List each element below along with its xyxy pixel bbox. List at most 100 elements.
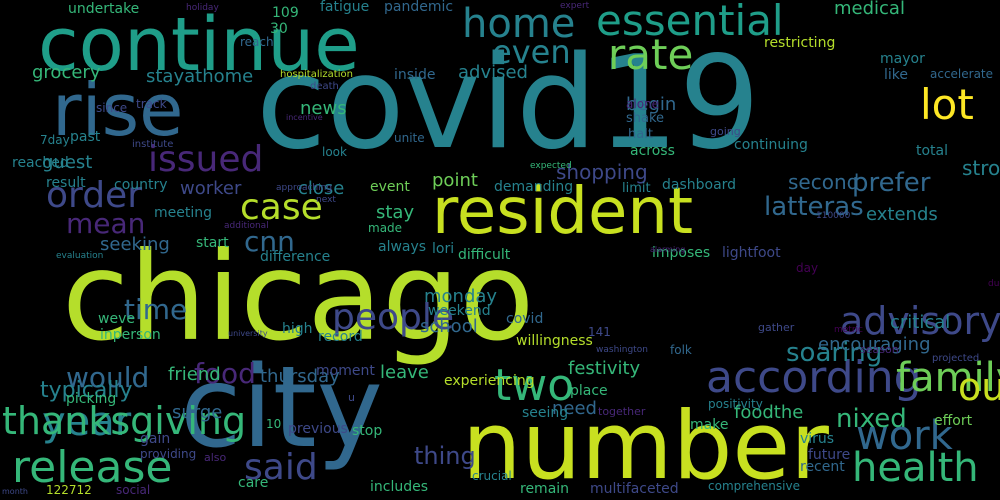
word-comprehensive: comprehensive (708, 479, 800, 493)
word-advised: advised (458, 62, 528, 83)
word-food: food (194, 357, 256, 390)
word-city: city (180, 343, 383, 473)
word-across: across (630, 143, 675, 159)
word-10: 10 (266, 417, 282, 431)
word-even: even (492, 33, 571, 71)
word-109: 109 (272, 5, 299, 21)
word-reached: reached (12, 155, 69, 171)
word-previous: previous (288, 421, 348, 437)
word-weekend: weekend (428, 303, 491, 319)
word-friend: friend (168, 364, 221, 385)
word-high: high (282, 321, 313, 337)
word-virus: virus (800, 431, 835, 447)
word-going: going (710, 125, 741, 138)
word-nixed: nixed (836, 404, 907, 434)
word-continuing: continuing (734, 137, 808, 153)
word-recent: recent (800, 459, 845, 475)
word-begin: begin (626, 94, 677, 115)
word-latteras: latteras (764, 192, 864, 222)
word-alone: alone (626, 97, 660, 111)
word-two: two (494, 360, 575, 411)
word-record: record (318, 329, 363, 345)
word-lori: lori (432, 241, 455, 257)
word-reach: reach (240, 35, 274, 49)
word-like: like (884, 67, 909, 83)
word-undertake: undertake (68, 1, 140, 17)
word-shopping: shopping (556, 160, 648, 184)
word-point: point (432, 170, 478, 191)
word-order: order (46, 175, 142, 216)
word-gather: gather (758, 321, 795, 334)
word-chicago: chicago (62, 226, 535, 368)
word-holiday: holiday (186, 3, 219, 13)
word-includes: includes (370, 479, 429, 495)
word-total: total (916, 143, 949, 159)
word-made: made (368, 221, 403, 235)
word-141: 141 (588, 325, 611, 339)
word-mean: mean (66, 207, 146, 240)
word-weve: weve (98, 311, 135, 327)
word-crucial: crucial (472, 469, 512, 483)
word-projected: projected (932, 353, 980, 364)
word-death: death (310, 81, 339, 92)
word-year: year (42, 399, 132, 445)
word-close: close (298, 178, 345, 199)
word-country: country (114, 177, 168, 193)
word-mayor: mayor (880, 51, 925, 67)
word-typically: typically (40, 378, 133, 403)
word-rise: rise (52, 68, 184, 152)
word-7day: 7day (40, 133, 70, 147)
word-due: due (988, 279, 1000, 289)
word-approaching: approaching (276, 183, 333, 193)
word-together: together (598, 405, 646, 418)
word-lightfoot: lightfoot (722, 245, 781, 261)
word-evaluation: evaluation (56, 251, 104, 261)
word-122712: 122712 (46, 483, 92, 497)
word-pandemic: pandemic (384, 0, 454, 15)
word-thursday: thursday (260, 366, 340, 387)
word-additional: additional (224, 221, 269, 231)
word-imposes: imposes (652, 245, 711, 261)
word-gain: gain (140, 431, 171, 447)
word-need: need (552, 398, 597, 419)
word-also: also (204, 451, 227, 464)
word-health: health (852, 445, 979, 491)
word-result: result (46, 175, 86, 191)
word-school: school (420, 316, 478, 337)
word-providing: providing (140, 447, 197, 461)
word-effort: effort (934, 413, 973, 429)
word-dashboard: dashboard (662, 177, 737, 193)
word-said: said (244, 447, 318, 488)
word-meeting: meeting (154, 205, 213, 221)
word-time: time (124, 293, 188, 326)
word-thing: thing (414, 442, 476, 470)
word-would: would (66, 361, 150, 394)
word-case: case (240, 187, 323, 228)
word-stay: stay (376, 202, 415, 223)
word-release: release (12, 442, 173, 493)
word-monday: monday (424, 286, 498, 307)
word-advisory: advisory (840, 299, 1000, 343)
word-moment: moment (316, 363, 375, 379)
word-u: u (348, 391, 355, 404)
word-difference: difference (260, 249, 331, 265)
word-essential: essential (596, 0, 784, 45)
word-limit: limit (622, 181, 651, 196)
word-encouraging: encouraging (818, 334, 931, 355)
word-seeing: seeing (522, 405, 569, 421)
word-worker: worker (180, 178, 242, 199)
word-critical: critical (890, 312, 951, 333)
word-hospitalization: hospitalization (280, 69, 353, 80)
word-cnn: cnn (244, 225, 295, 258)
word-people: people (332, 297, 455, 338)
word-inperson: inperson (100, 327, 161, 343)
word-unite: unite (394, 131, 425, 145)
word-folk: folk (670, 343, 692, 357)
word-future: future (808, 447, 851, 463)
word-110000: 110000 (816, 211, 851, 221)
word-leave: leave (380, 362, 429, 383)
word-30: 30 (270, 21, 288, 37)
word-strongly: strongly (962, 156, 1000, 180)
word-home: home (462, 1, 576, 47)
